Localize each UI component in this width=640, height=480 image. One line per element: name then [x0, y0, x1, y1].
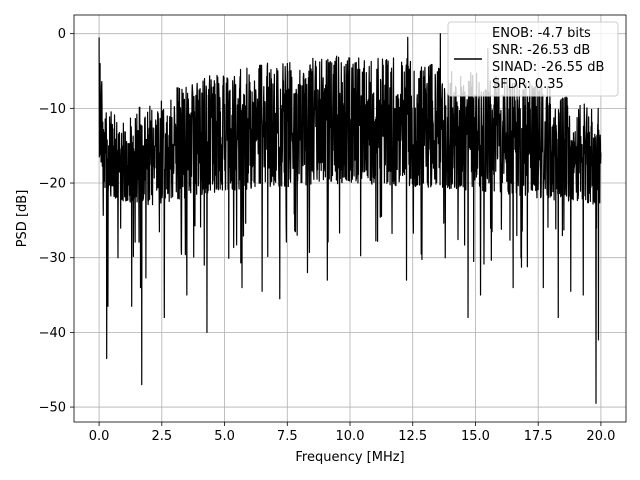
x-tick-label: 7.5 [277, 429, 298, 444]
x-tick-label: 12.5 [398, 429, 427, 444]
legend-box [447, 21, 619, 97]
psd-trace-line [98, 33, 602, 404]
x-tick-label: 10.0 [336, 429, 365, 444]
legend-entry-sinad: SINAD: -26.55 dB [492, 60, 604, 75]
legend-entry-enob: ENOB: -4.7 bits [492, 26, 591, 41]
x-axis-label: Frequency [MHz] [295, 450, 404, 465]
y-tick-label: −50 [39, 401, 66, 416]
y-tick-label: −20 [39, 177, 66, 192]
legend-entry-sfdr: SFDR: 0.35 [492, 77, 564, 92]
x-tick-label: 0.0 [89, 429, 110, 444]
y-tick-label: 0 [58, 27, 66, 42]
y-tick-label: −30 [39, 251, 66, 266]
plot-area [98, 33, 602, 404]
x-tick-label: 2.5 [151, 429, 172, 444]
y-tick-label: −10 [39, 102, 66, 117]
x-tick-label: 20.0 [586, 429, 615, 444]
x-tick-label: 15.0 [461, 429, 490, 444]
y-axis-ticks: 0 −10 −20 −30 −40 −50 [39, 27, 74, 416]
legend-entry-snr: SNR: -26.53 dB [492, 43, 590, 58]
x-tick-label: 17.5 [524, 429, 553, 444]
legend: ENOB: -4.7 bits SNR: -26.53 dB SINAD: -2… [447, 21, 619, 97]
y-axis-label: PSD [dB] [15, 190, 30, 248]
x-tick-label: 5.0 [214, 429, 235, 444]
y-tick-label: −40 [39, 326, 66, 341]
x-axis-ticks: 0.0 2.5 5.0 7.5 10.0 12.5 15.0 17.5 20.0 [89, 422, 615, 444]
